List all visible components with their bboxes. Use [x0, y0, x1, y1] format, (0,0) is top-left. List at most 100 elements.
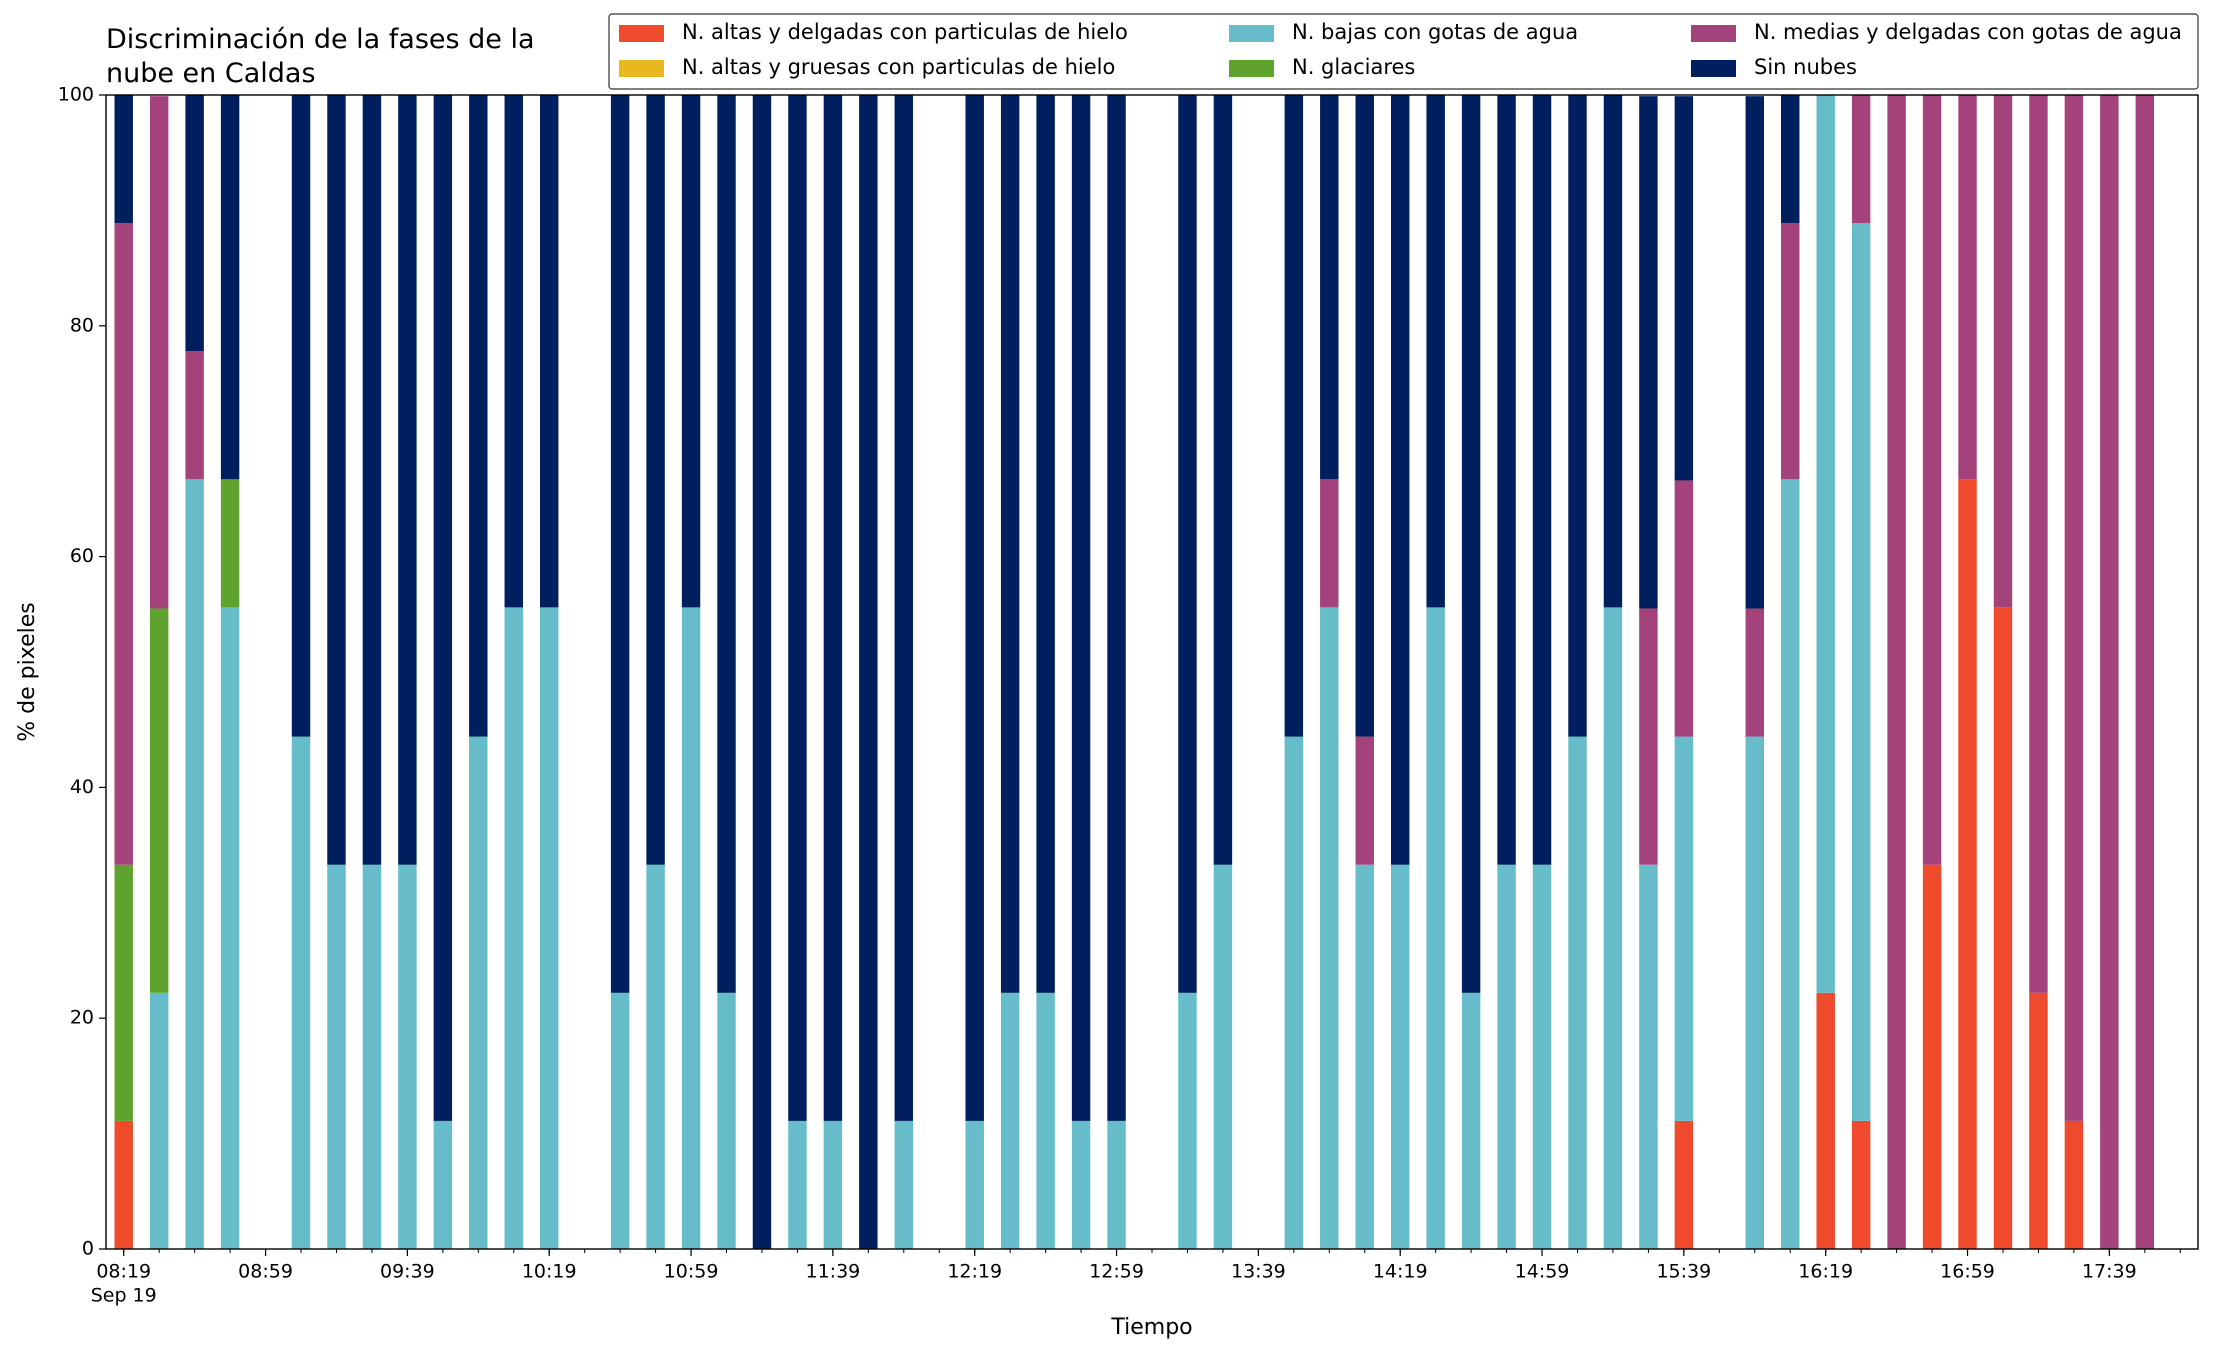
bar-segment: [2100, 95, 2119, 1249]
x-tick-label: 09:39: [380, 1261, 435, 1283]
x-tick-label: 15:39: [1656, 1261, 1711, 1283]
bar-segment: [1071, 1120, 1091, 1249]
bar-segment: [185, 351, 204, 480]
bar-segment: [1816, 992, 1835, 1249]
bar-segment: [859, 95, 878, 1249]
bar-segment: [398, 95, 417, 865]
x-tick-label: 14:19: [1373, 1261, 1428, 1283]
x-axis-label: Tiempo: [1110, 1315, 1192, 1340]
bar-segment: [1036, 95, 1055, 993]
legend-label: N. altas y delgadas con particulas de hi…: [682, 20, 1128, 44]
bar-segment: [291, 736, 311, 1249]
bar-segment: [1426, 607, 1445, 1249]
x-tick-label: 11:39: [805, 1261, 860, 1283]
bar-segment: [1745, 608, 1764, 737]
bar-segment: [1071, 95, 1091, 1121]
bar-segment: [433, 95, 453, 1121]
bar-segment: [1851, 95, 1871, 224]
bar-segment: [823, 1120, 843, 1249]
bar-segment: [1355, 736, 1374, 865]
bar-segment: [717, 992, 736, 1249]
bar-segment: [327, 864, 346, 1249]
bar-segment: [1674, 1120, 1694, 1249]
bar-segment: [185, 479, 204, 1250]
plot-frame: [105, 94, 2199, 1250]
bar-segment: [1178, 992, 1197, 1249]
bar-segment: [610, 95, 630, 993]
bar-segment: [1355, 864, 1374, 1249]
bar-segment: [1781, 95, 1800, 224]
bar-segment: [540, 607, 559, 1249]
bar-segment: [717, 95, 736, 993]
bar-segment: [1674, 736, 1694, 1121]
x-tick-label: 13:39: [1231, 1261, 1286, 1283]
bar-segment: [965, 1120, 984, 1249]
bar-segment: [1887, 95, 1906, 1249]
bar-segment: [362, 95, 382, 865]
legend-swatch: [1229, 25, 1274, 42]
bar-segment: [362, 864, 382, 1249]
bar-segment: [2135, 95, 2155, 1249]
bar-segment: [398, 864, 417, 1249]
bar-segment: [220, 479, 240, 608]
bar-segment: [1497, 864, 1516, 1249]
legend-label: N. bajas con gotas de agua: [1292, 20, 1578, 44]
legend-label: N. medias y delgadas con gotas de agua: [1754, 20, 2182, 44]
bar-segment: [1958, 95, 1977, 480]
bar-segment: [291, 95, 311, 737]
bar-segment: [1851, 223, 1871, 1121]
bar-segment: [1781, 479, 1800, 1250]
bar-segment: [1426, 95, 1445, 608]
y-tick-label: 80: [70, 314, 94, 336]
legend-swatch: [619, 60, 664, 77]
bar-segment: [965, 95, 984, 1121]
bar-segment: [1355, 95, 1374, 737]
bar-segment: [2029, 95, 2048, 993]
bar-segment: [2029, 992, 2048, 1249]
bar-segment: [2064, 95, 2084, 1121]
x-tick-label: 08:19: [96, 1261, 151, 1283]
bar-segment: [1000, 992, 1020, 1249]
bar-segment: [1922, 864, 1942, 1249]
bar-segment: [1603, 607, 1623, 1249]
x-tick-label: 10:59: [664, 1261, 719, 1283]
bar-segment: [1320, 95, 1339, 480]
x-tick-label: 12:59: [1089, 1261, 1144, 1283]
bar-segment: [681, 95, 701, 608]
bar-segment: [220, 95, 240, 480]
bar-segment: [149, 96, 169, 609]
bar-segment: [469, 736, 488, 1249]
bar-segment: [681, 607, 701, 1249]
bar-segment: [2064, 1120, 2084, 1249]
bar-segment: [504, 607, 523, 1249]
legend-swatch: [1691, 60, 1736, 77]
bar-segment: [1532, 864, 1552, 1249]
legend-label: N. altas y gruesas con particulas de hie…: [682, 55, 1115, 79]
x-tick-label: 16:59: [1940, 1261, 1995, 1283]
bar-segment: [610, 992, 630, 1249]
bar-segment: [1213, 95, 1233, 865]
bar-segment: [894, 1120, 914, 1249]
bar-segment: [149, 608, 169, 993]
bar-segment: [1993, 607, 2013, 1249]
x-tick-label: 17:39: [2082, 1261, 2137, 1283]
bar-segment: [327, 95, 346, 865]
bar-segment: [1284, 95, 1304, 737]
y-tick-label: 60: [70, 545, 94, 567]
bar-segment: [1390, 95, 1410, 865]
bar-segment: [114, 1120, 133, 1249]
bar-segment: [469, 95, 488, 737]
bar-segment: [1568, 736, 1587, 1249]
bar-segment: [1497, 95, 1516, 865]
bar-segment: [823, 95, 843, 1121]
bar-segment: [1000, 95, 1020, 993]
bar-segment: [646, 95, 665, 865]
y-tick-label: 0: [82, 1238, 94, 1260]
bar-segment: [894, 95, 914, 1121]
bar-segment: [1107, 1120, 1126, 1249]
y-axis-label: % de pixeles: [15, 602, 40, 741]
bar-segment: [1390, 864, 1410, 1249]
bar-segment: [540, 95, 559, 608]
bar-segment: [1993, 95, 2013, 608]
y-tick-label: 100: [58, 84, 94, 106]
